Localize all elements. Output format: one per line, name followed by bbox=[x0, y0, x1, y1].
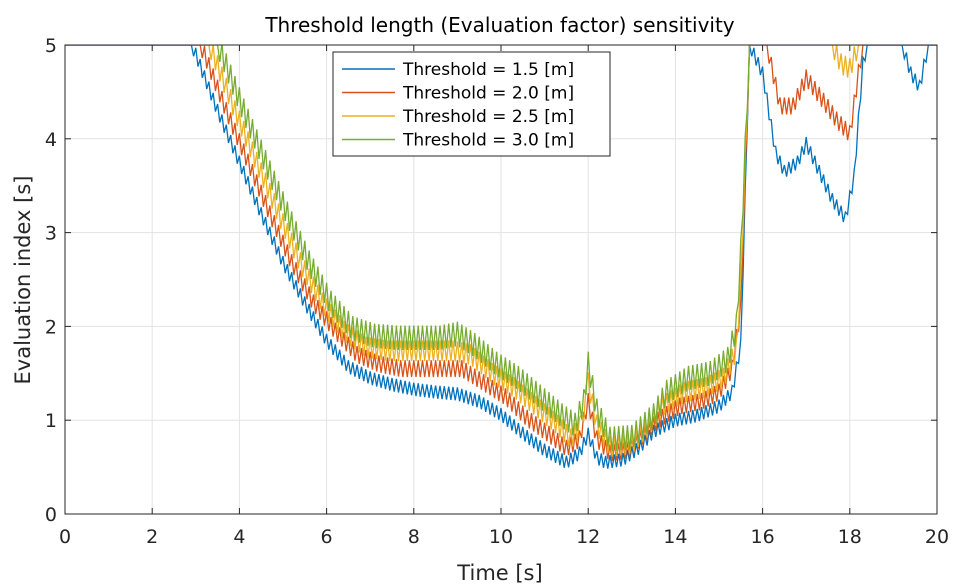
y-axis-label: Evaluation index [s] bbox=[11, 176, 35, 385]
y-tick-label: 2 bbox=[45, 316, 57, 338]
chart-title: Threshold length (Evaluation factor) sen… bbox=[264, 13, 734, 37]
legend-label: Threshold = 3.0 [m] bbox=[402, 131, 574, 151]
x-tick-label: 14 bbox=[663, 526, 687, 548]
y-tick-label: 3 bbox=[45, 223, 57, 245]
x-tick-label: 10 bbox=[489, 526, 513, 548]
y-axis: 0 1 2 3 4 5 bbox=[45, 35, 937, 526]
x-axis-label: Time [s] bbox=[456, 561, 542, 585]
x-tick-label: 2 bbox=[146, 526, 158, 548]
y-tick-label: 5 bbox=[45, 35, 57, 57]
x-axis: 0 2 4 6 8 10 12 14 16 18 20 bbox=[59, 45, 949, 548]
y-tick-label: 4 bbox=[45, 129, 57, 151]
legend-label: Threshold = 2.5 [m] bbox=[402, 107, 574, 127]
x-tick-label: 18 bbox=[838, 526, 862, 548]
x-tick-label: 4 bbox=[233, 526, 245, 548]
x-tick-label: 12 bbox=[576, 526, 600, 548]
x-tick-label: 6 bbox=[321, 526, 333, 548]
y-tick-label: 1 bbox=[45, 410, 57, 432]
legend-label: Threshold = 1.5 [m] bbox=[402, 60, 574, 80]
y-tick-label: 0 bbox=[45, 504, 57, 526]
series-line-1 bbox=[65, 45, 937, 469]
legend-label: Threshold = 2.0 [m] bbox=[402, 84, 574, 104]
x-tick-label: 16 bbox=[751, 526, 775, 548]
series-line-2 bbox=[65, 45, 937, 462]
legend: Threshold = 1.5 [m] Threshold = 2.0 [m] Th… bbox=[332, 51, 611, 157]
x-tick-label: 0 bbox=[59, 526, 71, 548]
x-tick-label: 8 bbox=[408, 526, 420, 548]
series-line-4 bbox=[65, 45, 937, 452]
series-layer bbox=[65, 45, 937, 469]
x-tick-label: 20 bbox=[925, 526, 949, 548]
series-line-3 bbox=[65, 45, 937, 457]
